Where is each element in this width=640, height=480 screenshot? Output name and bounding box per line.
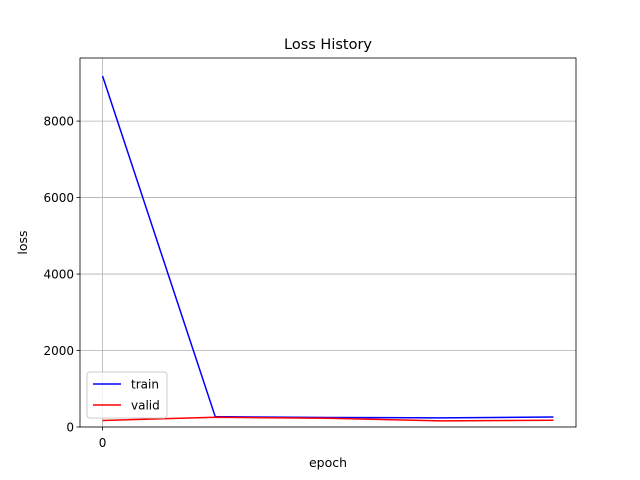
axis-ticks: 0 2000 4000 6000 8000 0: [43, 115, 106, 450]
plot-frame: [79, 57, 577, 428]
x-axis-label: epoch: [309, 455, 347, 470]
legend-label-train: train: [131, 378, 159, 392]
y-tick-label: 8000: [43, 115, 74, 129]
x-tick-label: 0: [99, 436, 107, 450]
series-line-valid: [102, 416, 554, 422]
legend: train valid: [86, 371, 168, 419]
y-tick-label: 4000: [43, 268, 74, 282]
series-line-train: [101, 75, 554, 419]
series-lines: [101, 75, 554, 422]
y-tick-label: 0: [66, 421, 74, 435]
legend-label-valid: valid: [131, 399, 160, 413]
chart-title: Loss History: [284, 37, 372, 53]
y-axis-label: loss: [15, 230, 30, 254]
y-tick-label: 2000: [43, 344, 74, 358]
y-tick-label: 6000: [43, 191, 74, 205]
